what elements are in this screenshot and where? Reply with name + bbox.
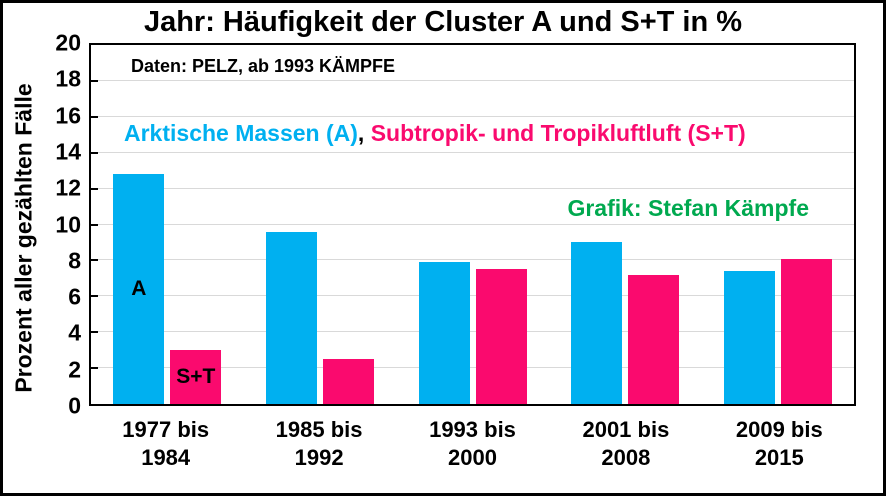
x-axis-label: 2001 bis 2008 (582, 417, 670, 470)
bar-a (418, 262, 470, 404)
y-tick-mark (91, 223, 98, 226)
y-tick-mark (91, 259, 98, 262)
y-tick-label: 10 (55, 211, 81, 237)
gridline (91, 295, 854, 297)
gridline (91, 115, 854, 117)
gridline (91, 367, 854, 369)
y-tick-mark (91, 151, 98, 154)
bar-inner-label-a: A (131, 277, 147, 301)
legend-separator: , (357, 120, 371, 146)
y-tick-labels: 0 2 4 6 8 10 12 14 16 18 20 (3, 30, 81, 419)
y-tick-label: 8 (68, 247, 81, 274)
y-tick-mark (91, 187, 98, 190)
credit-note: Grafik: Stefan Kämpfe (567, 195, 809, 221)
plot-area: A S+T Daten: PELZ, ab 1993 KÄMPFE Arktisc… (89, 43, 856, 406)
y-tick-label: 12 (55, 174, 81, 201)
legend: Arktische Massen (A), Subtropik- und Tro… (124, 120, 746, 147)
y-tick-mark (91, 79, 98, 82)
bar-inner-label-st: S+T (176, 365, 216, 389)
bar-st: S+T (170, 350, 222, 404)
x-axis-label: 1993 bis 2000 (429, 417, 516, 470)
x-axis-label: 2009 bis 2015 (735, 417, 823, 470)
y-tick-label: 6 (68, 283, 81, 310)
x-axis-label: 1977 bis 1984 (122, 417, 210, 470)
bar-a (723, 271, 775, 404)
y-tick-label: 14 (55, 138, 81, 165)
gridline (91, 223, 854, 225)
y-tick-mark (91, 295, 98, 298)
y-tick-label: 0 (68, 392, 81, 419)
bar-a: A (113, 174, 165, 404)
bar-st (322, 359, 374, 404)
y-tick-label: 4 (68, 319, 81, 346)
y-tick-label: 18 (55, 65, 81, 92)
y-tick-mark (91, 115, 98, 118)
bar-a (571, 242, 623, 404)
gridline (91, 331, 854, 333)
chart-title: Jahr: Häufigkeit der Cluster A und S+T i… (143, 6, 743, 38)
gridline (91, 151, 854, 153)
gridline (91, 79, 854, 81)
data-source-note: Daten: PELZ, ab 1993 KÄMPFE (131, 56, 396, 76)
gridline (91, 259, 854, 261)
x-axis-label: 1985 bis 1992 (275, 417, 363, 470)
y-tick-label: 16 (55, 102, 81, 129)
bar-a (265, 231, 317, 404)
y-tick-label: 20 (55, 29, 81, 56)
gridline (91, 187, 854, 189)
y-tick-label: 2 (68, 356, 81, 383)
y-tick-mark (91, 367, 98, 370)
bar-st (475, 269, 527, 404)
x-labels: 1977 bis 1984 1985 bis 1992 1993 bis 2000 2001… (89, 416, 856, 478)
legend-series-a: Arktische Massen (A) (124, 120, 358, 146)
legend-series-st: Subtropik- und Tropikluftluft (S+T) (370, 120, 746, 146)
y-tick-mark (91, 331, 98, 334)
bar-st (780, 258, 832, 404)
bar-st (628, 274, 680, 404)
